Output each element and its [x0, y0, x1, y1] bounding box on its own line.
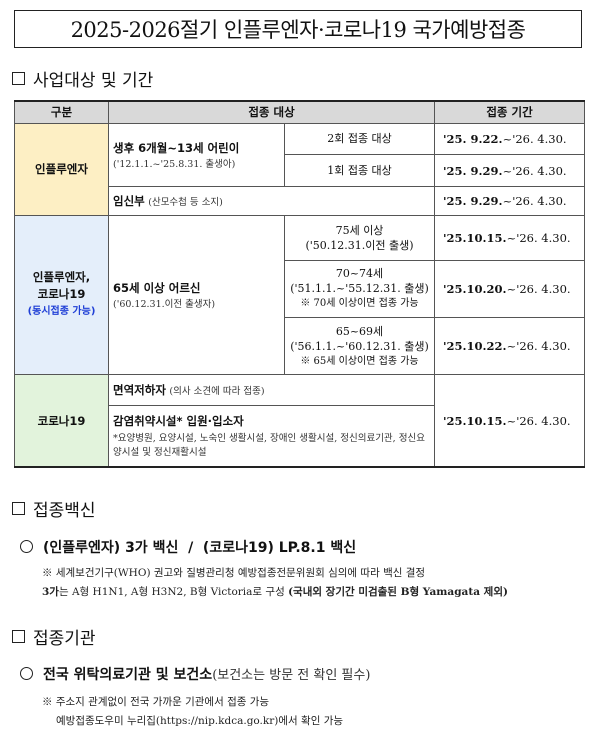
date-end: ~'26. 4.30.	[502, 163, 567, 178]
date-start: '25.10.20.	[443, 281, 507, 296]
elder-label: 65세 이상 어르신	[113, 280, 201, 295]
child-target-cell: 생후 6개월~13세 어린이 ('12.1.1.~'25.8.31. 출생아)	[108, 122, 285, 187]
date-cell: '25.10.22.~'26. 4.30.	[434, 316, 586, 376]
institution-line: 전국 위탁의료기관 및 보건소(보건소는 방문 전 확인 필수)	[20, 664, 370, 684]
page-title: 2025-2026절기 인플루엔자·코로나19 국가예방접종	[14, 10, 582, 48]
vaccine-note-paren: (국내외 장기간 미검출된 B형 Yamagata 제외)	[288, 586, 508, 598]
date-cell: '25. 9.22.~'26. 4.30.	[434, 122, 586, 156]
category-influenza: 인플루엔자	[14, 122, 109, 216]
date-end: ~'26. 4.30.	[506, 281, 571, 296]
institution-text: 전국 위탁의료기관 및 보건소(보건소는 방문 전 확인 필수)	[43, 664, 370, 684]
category-both-line1: 인플루엔자,	[32, 270, 91, 285]
category-both: 인플루엔자, 코로나19 (동시접종 가능)	[14, 214, 109, 376]
vaccine-note-2: 3가는 A형 H1N1, A형 H3N2, B형 Victoria로 구성 (국…	[42, 584, 508, 599]
date-end: ~'26. 4.30.	[506, 230, 571, 245]
institution-main: 전국 위탁의료기관 및 보건소	[43, 667, 213, 683]
date-start: '25. 9.29.	[443, 163, 503, 178]
category-both-note: (동시접종 가능)	[27, 306, 96, 318]
vaccine-text: (인플루엔자) 3가 백신 / (코로나19) LP.8.1 백신	[43, 540, 357, 556]
pregnant-label: 임신부	[113, 193, 145, 208]
age-group-note: ※ 70세 이상이면 접종 가능	[300, 298, 419, 310]
date-cell: '25.10.15.~'26. 4.30.	[434, 214, 586, 261]
immuno-cell: 면역저하자 (의사 소견에 따라 접종)	[107, 374, 436, 407]
date-cell: '25.10.20.~'26. 4.30.	[434, 259, 586, 318]
table-row: 코로나19 면역저하자 (의사 소견에 따라 접종) '25.10.15.~'2…	[14, 374, 586, 468]
vaccine-note-bold: 3가	[42, 586, 59, 598]
section-institution-heading: 접종기관	[12, 624, 96, 649]
date-end: ~'26. 4.30.	[506, 339, 571, 354]
age-group-note: ※ 65세 이상이면 접종 가능	[300, 355, 419, 367]
table-header-row: 구분 접종 대상 접종 기간	[14, 100, 586, 124]
vaccine-line: (인플루엔자) 3가 백신 / (코로나19) LP.8.1 백신	[20, 537, 356, 557]
vaccine-note-1: ※ 세계보건기구(WHO) 권고와 질병관리청 예방접종전문위원회 심의에 따라…	[42, 567, 426, 579]
schedule-table: 구분 접종 대상 접종 기간 인플루엔자 생후 6개월~13세 어린이 ('12…	[14, 100, 586, 468]
circle-bullet-icon	[20, 540, 33, 553]
child-dose-1: 1회 접종 대상	[283, 154, 436, 187]
circle-bullet-icon	[20, 667, 33, 680]
child-label: 생후 6개월~13세 어린이	[113, 140, 240, 155]
category-both-line2: 코로나19	[37, 287, 86, 302]
vaccine-note-text: 는 A형 H1N1, A형 H3N2, B형 Victoria로 구성	[58, 586, 289, 598]
checkbox-square-icon	[12, 72, 25, 85]
immuno-label: 면역저하자	[113, 383, 166, 398]
facility-label: 감염취약시설* 입원·입소자	[113, 413, 244, 428]
table-row: 임신부 (산모수첩 등 소지) '25. 9.29.~'26. 4.30.	[15, 185, 586, 216]
table-row: 70~74세 ('51.1.1.~'55.12.31. 출생) ※ 70세 이상…	[15, 259, 586, 318]
checkbox-square-icon	[12, 630, 25, 643]
table-row: 인플루엔자 생후 6개월~13세 어린이 ('12.1.1.~'25.8.31.…	[14, 122, 586, 216]
date-cell: '25. 9.29.~'26. 4.30.	[434, 185, 586, 216]
table-row: 인플루엔자, 코로나19 (동시접종 가능) 65세 이상 어르신 ('60.1…	[14, 214, 586, 376]
header-category: 구분	[14, 100, 109, 124]
table-row: 65~69세 ('56.1.1.~'60.12.31. 출생) ※ 65세 이상…	[15, 316, 586, 376]
date-start: '25. 9.22.	[443, 131, 503, 146]
facility-cell: 감염취약시설* 입원·입소자 *요양병원, 요양시설, 노숙인 생활시설, 장애…	[107, 405, 436, 468]
section-target-heading: 사업대상 및 기간	[12, 66, 153, 91]
header-target: 접종 대상	[107, 100, 436, 124]
age-group-birth: ('50.12.31.이전 출생)	[305, 238, 414, 252]
table-row: 감염취약시설* 입원·입소자 *요양병원, 요양시설, 노숙인 생활시설, 장애…	[15, 405, 585, 468]
age-group-birth: ('51.1.1.~'55.12.31. 출생)	[290, 282, 429, 296]
section-target-label: 사업대상 및 기간	[33, 71, 154, 91]
immuno-note: (의사 소견에 따라 접종)	[169, 386, 265, 398]
elder-birth: ('60.12.31.이전 출생자)	[113, 298, 216, 310]
age-group-cell: 65~69세 ('56.1.1.~'60.12.31. 출생) ※ 65세 이상…	[283, 316, 436, 376]
header-period: 접종 기간	[434, 100, 586, 124]
date-cell: '25.10.15.~'26. 4.30.	[434, 374, 586, 468]
section-vaccine-heading: 접종백신	[12, 496, 96, 521]
date-start: '25. 9.29.	[443, 193, 503, 208]
age-group-label: 75세 이상	[335, 223, 384, 237]
pregnant-cell: 임신부 (산모수첩 등 소지)	[107, 185, 436, 216]
age-group-birth: ('56.1.1.~'60.12.31. 출생)	[290, 339, 429, 353]
age-group-cell: 70~74세 ('51.1.1.~'55.12.31. 출생) ※ 70세 이상…	[283, 259, 436, 318]
section-institution-label: 접종기관	[33, 629, 96, 649]
institution-note-2: 예방접종도우미 누리집(https://nip.kdca.go.kr)에서 확인…	[56, 715, 344, 727]
date-end: ~'26. 4.30.	[506, 413, 571, 428]
facility-note: *요양병원, 요양시설, 노숙인 생활시설, 장애인 생활시설, 정신의료기관,…	[113, 432, 425, 458]
date-start: '25.10.22.	[443, 339, 507, 354]
elder-target-cell: 65세 이상 어르신 ('60.12.31.이전 출생자)	[108, 214, 285, 376]
category-covid: 코로나19	[14, 374, 109, 468]
date-end: ~'26. 4.30.	[502, 193, 567, 208]
section-vaccine-label: 접종백신	[33, 501, 96, 521]
institution-paren: (보건소는 방문 전 확인 필수)	[212, 668, 371, 683]
age-group-label: 65~69세	[335, 324, 384, 338]
checkbox-square-icon	[12, 502, 25, 515]
date-cell: '25. 9.29.~'26. 4.30.	[434, 154, 586, 187]
date-start: '25.10.15.	[443, 230, 507, 245]
date-start: '25.10.15.	[443, 413, 507, 428]
age-group-cell: 75세 이상 ('50.12.31.이전 출생)	[283, 214, 436, 261]
institution-note-1: ※ 주소지 관계없이 전국 가까운 기관에서 접종 가능	[42, 696, 270, 708]
child-birth: ('12.1.1.~'25.8.31. 출생아)	[113, 158, 236, 170]
date-end: ~'26. 4.30.	[502, 131, 567, 146]
table-row: 1회 접종 대상 '25. 9.29.~'26. 4.30.	[15, 154, 586, 187]
pregnant-note: (산모수첩 등 소지)	[148, 196, 223, 208]
age-group-label: 70~74세	[335, 267, 384, 281]
child-dose-2: 2회 접종 대상	[283, 122, 436, 156]
